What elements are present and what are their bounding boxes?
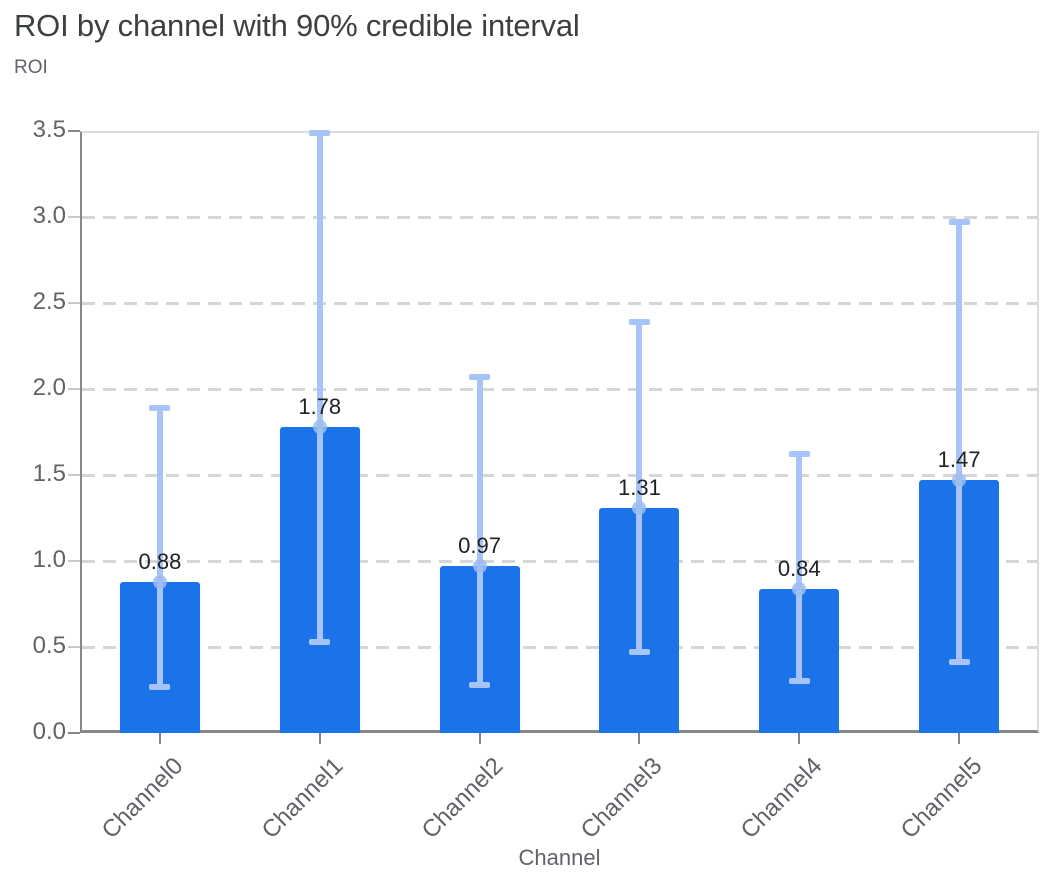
mean-marker: [632, 500, 647, 515]
error-bar-cap-bottom: [149, 683, 171, 690]
x-tick-mark: [158, 733, 161, 744]
y-tick-mark: [68, 646, 80, 648]
error-bar-cap-top: [149, 404, 171, 411]
error-bar: [476, 376, 483, 685]
bar-value-label: 0.97: [458, 533, 501, 559]
error-bar: [636, 321, 643, 653]
y-tick-mark: [68, 302, 80, 304]
y-axis-title: ROI: [14, 57, 48, 78]
y-tick-label: 1.0: [32, 546, 66, 573]
x-axis-title: Channel: [518, 845, 601, 870]
y-tick-label: 1.5: [32, 460, 66, 487]
gridline: [82, 302, 1037, 305]
gridline: [82, 388, 1037, 391]
error-bar: [156, 407, 163, 687]
error-bar-cap-top: [628, 318, 650, 325]
x-tick-mark: [478, 733, 481, 744]
error-bar-cap-top: [788, 451, 810, 458]
chart-title: ROI by channel with 90% credible interva…: [14, 8, 580, 43]
error-bar-cap-bottom: [788, 678, 810, 685]
error-bar-cap-top: [309, 129, 331, 136]
error-bar-cap-top: [469, 373, 491, 380]
gridline: [82, 646, 1037, 649]
y-tick-label: 3.0: [32, 202, 66, 229]
bar-value-label: 0.88: [138, 548, 182, 574]
y-tick-mark: [68, 732, 80, 734]
y-tick-mark: [68, 130, 80, 132]
mean-marker: [312, 419, 327, 434]
x-tick-mark: [318, 733, 321, 744]
y-tick-mark: [68, 216, 80, 218]
mean-marker: [152, 574, 167, 589]
error-bar: [796, 454, 803, 682]
gridline: [82, 474, 1037, 477]
error-bar-cap-top: [948, 219, 970, 226]
bar-value-label: 1.47: [937, 447, 981, 473]
y-tick-label: 0.5: [32, 632, 66, 659]
x-tick-mark: [638, 733, 641, 744]
y-tick-mark: [68, 474, 80, 476]
gridline: [82, 560, 1037, 563]
error-bar-cap-bottom: [628, 649, 650, 656]
y-tick-label: 2.5: [32, 288, 66, 315]
mean-marker: [792, 581, 807, 596]
mean-marker: [952, 473, 967, 488]
y-tick-mark: [68, 560, 80, 562]
plot-area: [80, 131, 1039, 733]
error-bar-cap-bottom: [309, 638, 331, 645]
mean-marker: [472, 559, 487, 574]
y-tick-label: 0.0: [32, 718, 66, 745]
error-bar: [316, 132, 323, 642]
bar-value-label: 1.31: [617, 474, 661, 500]
error-bar: [956, 222, 963, 663]
y-tick-label: 2.0: [32, 374, 66, 401]
x-tick-mark: [798, 733, 801, 744]
error-bar-cap-bottom: [469, 681, 491, 688]
y-tick-mark: [68, 388, 80, 390]
bar-value-label: 0.84: [777, 555, 821, 581]
error-bar-cap-bottom: [948, 659, 970, 666]
y-tick-label: 3.5: [32, 116, 66, 143]
bar-value-label: 1.78: [298, 393, 342, 419]
x-tick-mark: [958, 733, 961, 744]
gridline: [82, 216, 1037, 219]
